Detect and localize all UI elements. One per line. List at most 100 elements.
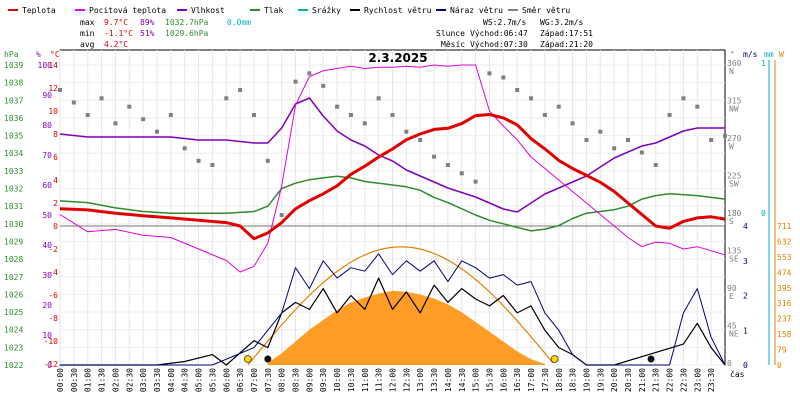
temp-tick-label: -2 — [48, 245, 58, 254]
wind-tick-label: 0 — [743, 361, 748, 370]
legend-item-label: Náraz větru — [450, 6, 503, 15]
stat-avg-label: avg — [80, 40, 95, 49]
pressure-tick-label: 1026 — [4, 290, 23, 299]
humidity-tick-label: 50 — [42, 211, 52, 220]
time-tick-label: 14:00 — [444, 368, 453, 392]
time-tick-label: 11:30 — [375, 368, 384, 392]
time-tick-label: 10:30 — [347, 368, 356, 392]
wind-dir-mark — [667, 113, 672, 117]
legend-item-label: Pocitová teplota — [89, 6, 166, 15]
wind-dir-mark — [182, 146, 187, 151]
rain-tick-label: 0 — [761, 209, 766, 218]
wind-dir-mark — [556, 104, 561, 109]
time-tick-label: 01:00 — [84, 368, 93, 392]
info-sun-set: Západ:17:51 — [540, 29, 593, 38]
wind-dir-mark — [210, 163, 215, 167]
direction-tick-label: 315 — [727, 97, 742, 106]
solar-tick-label: 237 — [777, 315, 792, 324]
info-moon-set: Západ:21:20 — [540, 40, 593, 49]
pressure-tick-label: 1028 — [4, 255, 23, 264]
time-tick-label: 12:00 — [389, 368, 398, 392]
pressure-tick-label: 1038 — [4, 79, 23, 88]
time-tick-label: 18:30 — [569, 368, 578, 392]
temp-tick-label: 8 — [53, 130, 58, 139]
time-tick-label: 15:00 — [472, 368, 481, 392]
pressure-tick-label: 1022 — [4, 361, 23, 370]
temp-tick-label: 12 — [48, 84, 58, 93]
wind-dir-mark — [653, 163, 658, 167]
time-tick-label: 15:30 — [485, 368, 494, 392]
humidity-tick-label: 30 — [42, 271, 52, 280]
temp-tick-label: -4 — [48, 268, 58, 277]
time-tick-label: 21:30 — [652, 368, 661, 392]
wind-dir-mark — [487, 71, 492, 76]
wind-dir-mark — [709, 138, 714, 142]
stat-max-hum: 89% — [140, 18, 155, 27]
info-block: WS:2.7m/s WG:3.2m/s Slunce Východ:06:47 … — [436, 18, 593, 49]
humidity-tick-label: 0 — [47, 361, 52, 370]
time-tick-label: 21:00 — [638, 368, 647, 392]
pressure-tick-label: 1037 — [4, 96, 23, 105]
pressure-tick-label: 1039 — [4, 61, 23, 70]
humidity-tick-label: 60 — [42, 181, 52, 190]
legend-item-label: Směr větru — [522, 6, 570, 15]
time-tick-label: 09:30 — [319, 368, 328, 392]
wind-dir-mark — [168, 113, 173, 117]
time-tick-label: 17:30 — [541, 368, 550, 392]
stat-max-temp: 9.7°C — [104, 18, 128, 27]
wind-dir-mark — [681, 96, 686, 101]
wind-dir-mark — [612, 146, 617, 151]
humidity-tick-label: 100 — [38, 61, 53, 70]
series-lines — [59, 64, 726, 366]
wind-dir-mark — [335, 104, 340, 109]
wind-dir-mark — [348, 113, 353, 117]
time-tick-label: 16:30 — [513, 368, 522, 392]
wind-dir-mark — [293, 79, 298, 84]
humidity-tick-label: 80 — [42, 121, 52, 130]
time-tick-label: 07:00 — [250, 368, 259, 392]
humidity-tick-label: 40 — [42, 241, 52, 250]
stat-max-press: 1032.7hPa — [165, 18, 209, 27]
direction-tick-label: 270 — [727, 134, 742, 143]
time-tick-label: 12:30 — [402, 368, 411, 392]
time-tick-label: 03:30 — [153, 368, 162, 392]
time-tick-label: 10:00 — [333, 368, 342, 392]
time-tick-label: 06:00 — [222, 368, 231, 392]
info-moon-label: Měsíc — [441, 40, 465, 49]
temp-tick-label: 2 — [53, 199, 58, 208]
pressure-tick-label: 1033 — [4, 167, 23, 176]
unit-hpa: hPa — [4, 50, 19, 59]
wind-dir-mark — [515, 88, 520, 92]
unit-w: W — [779, 50, 784, 59]
wind-dir-mark — [321, 83, 326, 88]
temp-tick-label: -12 — [44, 360, 59, 369]
axes: 1039103810371036103510341033103210311030… — [4, 59, 792, 392]
wind-tick-label: 2 — [743, 292, 748, 301]
wind-dir-mark — [570, 121, 575, 126]
wind-dir-mark — [265, 158, 270, 163]
wind-dir-mark — [251, 113, 256, 117]
pressure-tick-label: 1029 — [4, 237, 23, 246]
time-tick-label: 23:00 — [693, 368, 702, 392]
time-tick-label: 13:30 — [430, 368, 439, 392]
wind-dir-mark — [695, 104, 700, 109]
time-tick-label: 08:00 — [278, 368, 287, 392]
wind-dir-mark — [418, 138, 423, 142]
wind-dir-mark — [362, 121, 367, 126]
series-line-teplota — [59, 113, 726, 241]
wind-dir-mark — [58, 88, 62, 92]
wind-dir-mark — [71, 100, 76, 105]
wind-dir-mark — [626, 138, 631, 142]
wind-dir-mark — [542, 113, 547, 117]
temp-tick-label: -8 — [48, 314, 58, 323]
wind-dir-mark — [390, 113, 395, 117]
direction-cardinal-label: W — [729, 142, 734, 151]
wind-dir-mark — [99, 96, 104, 101]
direction-tick-label: 180 — [727, 209, 742, 218]
direction-cardinal-label: NW — [729, 105, 739, 114]
temp-tick-label: 14 — [48, 61, 58, 70]
humidity-tick-label: 90 — [42, 91, 52, 100]
temp-tick-label: 10 — [48, 107, 58, 116]
solar-tick-label: 158 — [777, 330, 792, 339]
